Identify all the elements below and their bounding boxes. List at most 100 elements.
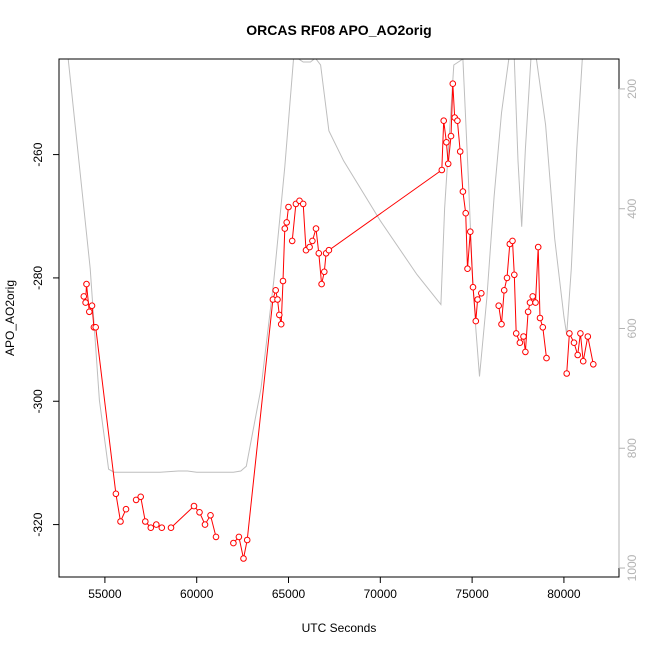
apo-data-point: [309, 237, 316, 245]
y-axis-label: APO_AO2orig: [3, 280, 17, 356]
y-axis-left: -320 -300 -280 -260: [31, 142, 59, 537]
apo-data-point: [132, 496, 140, 504]
apo-data-point: [536, 314, 544, 322]
x-tick-label: 80000: [547, 587, 581, 601]
apo-data-point: [299, 200, 307, 208]
apo-data-point: [472, 317, 480, 325]
apo-data-point: [498, 320, 505, 328]
apo-data-point: [529, 293, 537, 300]
apo-data-point: [454, 117, 461, 124]
x-tick-label: 70000: [364, 587, 398, 601]
apo-line-segment: [83, 284, 127, 524]
apo-data-point: [590, 361, 597, 368]
apo-data-point: [212, 533, 220, 541]
apo-data-point: [207, 512, 214, 519]
x-tick-label: 65000: [272, 587, 306, 601]
apo-data-point: [325, 246, 333, 254]
apo-data-point: [82, 299, 89, 306]
apo-data-point: [201, 521, 209, 528]
apo-data-point: [574, 351, 582, 359]
apo-data-point: [190, 502, 198, 510]
apo-data-point: [474, 296, 481, 303]
apo-data-point: [444, 160, 452, 168]
apo-data-point: [449, 80, 457, 87]
apo-data-point: [274, 296, 281, 303]
apo-data-point: [196, 509, 203, 516]
apo-data-point: [532, 299, 539, 306]
y-tick-label: -260: [31, 142, 45, 166]
apo-data-point: [285, 203, 292, 211]
apo-data-point: [534, 243, 542, 251]
apo-data-point: [321, 268, 328, 276]
apo-data-point: [511, 271, 518, 279]
apo-line-segment: [233, 206, 289, 559]
y2-tick-label: 400: [625, 198, 639, 218]
apo-points-layer: [80, 80, 597, 562]
apo-data-point: [500, 287, 508, 294]
apo-data-point: [122, 505, 130, 513]
apo-data-point: [80, 293, 88, 300]
apo-data-point: [526, 299, 534, 306]
apo-data-point: [503, 274, 511, 282]
apo-data-point: [462, 209, 470, 217]
apo-data-point: [315, 250, 323, 257]
apo-data-point: [570, 339, 578, 347]
x-axis-label: UTC Seconds: [302, 621, 377, 635]
apo-data-point: [277, 320, 285, 328]
apo-data-point: [577, 330, 584, 337]
x-axis: 55000 60000 65000 70000 75000 80000: [88, 577, 581, 601]
chart-title: ORCAS RF08 APO_AO2orig: [246, 22, 431, 38]
y-tick-label: -280: [31, 266, 45, 290]
apo-data-point: [524, 308, 532, 316]
apo-data-point: [288, 237, 296, 245]
apo-line-segment: [170, 505, 217, 538]
apo-data-point: [86, 308, 93, 316]
apo-data-point: [543, 354, 550, 362]
apo-data-point: [243, 536, 251, 544]
secondary-series-line: [67, 59, 601, 473]
apo-data-point: [112, 490, 120, 498]
apo-data-point: [520, 333, 527, 340]
y-axis-right: 200 400 600 800 1000: [618, 79, 639, 581]
apo-data-point: [235, 533, 243, 541]
x-tick-label: 55000: [88, 587, 122, 601]
apo-data-point: [88, 302, 96, 310]
apo-line-layer: [83, 83, 594, 559]
apo-data-point: [512, 330, 520, 337]
y2-tick-label: 800: [625, 438, 639, 458]
apo-data-point: [117, 518, 124, 525]
apo-data-point: [153, 521, 160, 528]
y2-tick-label: 600: [625, 318, 639, 338]
apo-data-point: [158, 524, 166, 532]
apo-data-point: [495, 302, 503, 310]
apo-data-point: [469, 283, 477, 291]
y2-tick-label: 1000: [625, 554, 639, 581]
apo-data-point: [306, 243, 313, 251]
apo-data-point: [92, 324, 99, 331]
apo-data-point: [137, 493, 144, 501]
apo-data-point: [464, 265, 471, 273]
apo-data-point: [142, 518, 149, 525]
apo-data-point: [83, 280, 90, 288]
apo-data-point: [272, 287, 280, 294]
apo-data-point: [516, 339, 524, 347]
apo-data-point: [539, 324, 547, 331]
y-tick-label: -320: [31, 512, 45, 536]
x-tick-label: 60000: [180, 587, 214, 601]
apo-data-point: [440, 117, 448, 124]
apo-data-point: [279, 277, 287, 285]
x-tick-label: 75000: [455, 587, 489, 601]
apo-data-point: [522, 348, 529, 356]
apo-data-point: [283, 219, 291, 226]
apo-data-point: [459, 188, 467, 195]
y2-tick-label: 200: [625, 79, 639, 99]
apo-data-point: [276, 311, 283, 319]
apo-data-point: [579, 357, 587, 365]
apo-data-point: [230, 539, 237, 547]
apo-data-point: [318, 280, 325, 288]
apo-data-point: [478, 290, 485, 297]
apo-data-point: [563, 370, 571, 377]
apo-data-point: [147, 524, 155, 532]
apo-data-point: [438, 166, 446, 174]
